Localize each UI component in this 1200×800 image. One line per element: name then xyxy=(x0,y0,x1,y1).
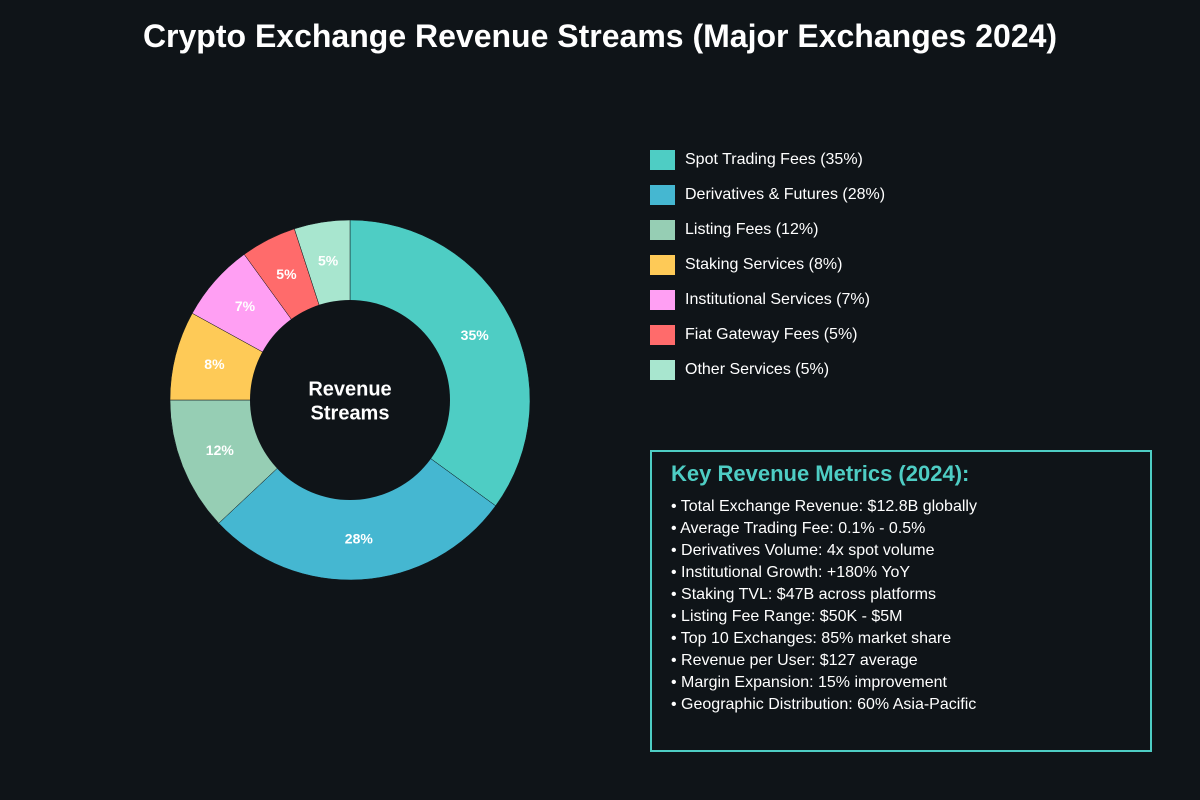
metric-item: • Revenue per User: $127 average xyxy=(671,652,918,669)
metric-item: • Listing Fee Range: $50K - $5M xyxy=(671,608,903,625)
slice-label-other-services: 5% xyxy=(318,252,339,268)
slice-label-staking-services: 8% xyxy=(204,356,225,372)
slice-label-fiat-gateway-fees: 5% xyxy=(276,266,297,282)
center-label-line-2: Streams xyxy=(311,402,390,424)
key-metrics-title: Key Revenue Metrics (2024): xyxy=(671,461,970,486)
donut-value-labels: 35% 28% 12% 8% 7% 5% 5% xyxy=(204,252,489,546)
legend-label: Fiat Gateway Fees (5%) xyxy=(685,326,858,343)
slice-label-spot-trading-fees: 35% xyxy=(461,327,490,343)
legend-label: Other Services (5%) xyxy=(685,361,830,378)
metric-item: • Geographic Distribution: 60% Asia-Paci… xyxy=(671,696,977,713)
legend-swatch xyxy=(650,220,675,240)
center-label-line-1: Revenue xyxy=(308,378,391,400)
legend-label: Spot Trading Fees (35%) xyxy=(685,151,863,168)
slice-label-institutional-services: 7% xyxy=(235,298,256,314)
metric-item: • Total Exchange Revenue: $12.8B globall… xyxy=(671,498,977,515)
legend-label: Staking Services (8%) xyxy=(685,256,843,273)
metric-item: • Top 10 Exchanges: 85% market share xyxy=(671,630,952,647)
metric-item: • Staking TVL: $47B across platforms xyxy=(671,586,936,603)
key-metrics-panel: Key Revenue Metrics (2024): • Total Exch… xyxy=(650,450,1152,752)
donut-hole xyxy=(250,300,450,500)
metric-item: • Institutional Growth: +180% YoY xyxy=(671,564,911,581)
legend-swatch xyxy=(650,360,675,380)
metric-item: • Derivatives Volume: 4x spot volume xyxy=(671,542,935,559)
legend-swatch xyxy=(650,290,675,310)
slice-label-derivatives-futures: 28% xyxy=(345,530,374,546)
legend-swatch xyxy=(650,325,675,345)
legend-label: Listing Fees (12%) xyxy=(685,221,819,238)
legend-swatch xyxy=(650,255,675,275)
chart-title: Crypto Exchange Revenue Streams (Major E… xyxy=(142,18,1058,54)
legend-label: Institutional Services (7%) xyxy=(685,291,870,308)
key-metrics-list: • Total Exchange Revenue: $12.8B globall… xyxy=(671,496,977,716)
metric-item: • Average Trading Fee: 0.1% - 0.5% xyxy=(671,520,926,537)
legend-swatch xyxy=(650,150,675,170)
metric-item: • Margin Expansion: 15% improvement xyxy=(671,674,947,691)
legend-label: Derivatives & Futures (28%) xyxy=(685,186,886,203)
slice-label-listing-fees: 12% xyxy=(206,442,235,458)
legend-swatch xyxy=(650,185,675,205)
